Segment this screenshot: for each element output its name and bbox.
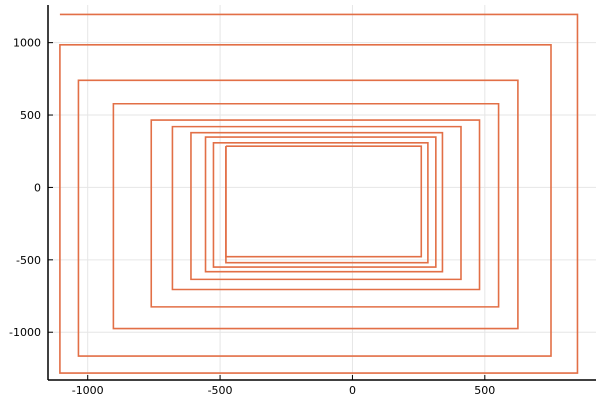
x-tick-label: -500 <box>208 384 233 397</box>
tick-marks <box>48 42 486 380</box>
axes <box>47 5 596 381</box>
x-tick-label: 0 <box>349 384 356 397</box>
y-tick-label: -1000 <box>9 326 41 339</box>
x-tick-label: 500 <box>474 384 495 397</box>
data-series <box>59 13 579 374</box>
series-line-1 <box>59 13 579 374</box>
tick-labels: -1000 -500 0 500 -1000 -500 0 500 1000 <box>9 37 495 397</box>
y-tick-label: 0 <box>34 181 41 194</box>
y-tick-label: -500 <box>16 254 41 267</box>
grid-lines <box>48 5 596 380</box>
y-tick-label: 500 <box>20 109 41 122</box>
y-tick-label: 1000 <box>13 37 41 50</box>
x-tick-label: -1000 <box>72 384 104 397</box>
series-line-2 <box>225 145 423 258</box>
